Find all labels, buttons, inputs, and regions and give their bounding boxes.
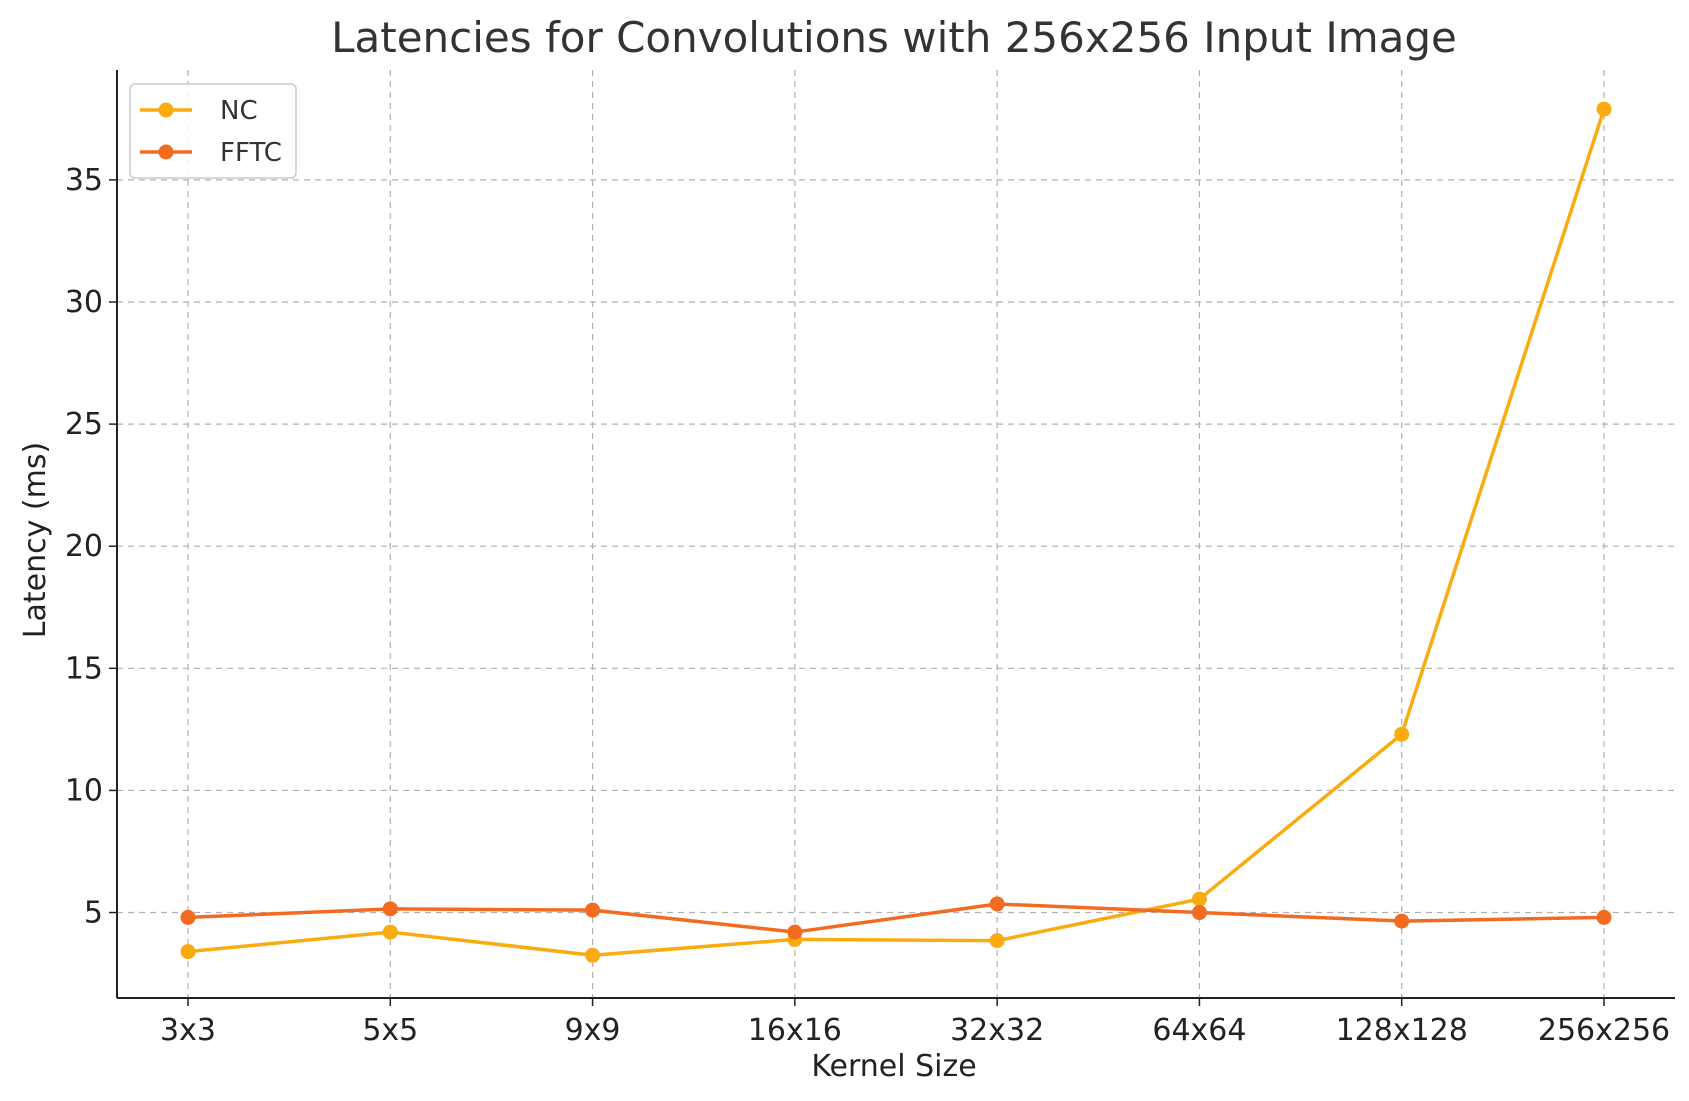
y-tick-label: 10 xyxy=(65,773,103,808)
x-tick-label: 16x16 xyxy=(748,1013,842,1048)
x-tick-label: 256x256 xyxy=(1538,1013,1670,1048)
series-line-fftc xyxy=(187,902,1605,934)
y-tick-label: 5 xyxy=(84,896,103,931)
legend-label-fftc: FFTC xyxy=(220,138,282,168)
data-point-fftc xyxy=(180,909,196,925)
y-tick-label: 15 xyxy=(65,651,103,686)
y-tick-label: 35 xyxy=(65,163,103,198)
x-tick-label: 3x3 xyxy=(160,1013,216,1048)
chart-title: Latencies for Convolutions with 256x256 … xyxy=(331,13,1457,62)
data-point-nc xyxy=(989,933,1005,949)
data-point-fftc xyxy=(1596,909,1612,925)
x-tick-label: 64x64 xyxy=(1152,1013,1246,1048)
x-tick-label: 5x5 xyxy=(362,1013,418,1048)
y-axis-label: Latency (ms) xyxy=(18,442,53,638)
axes xyxy=(109,70,1675,1006)
data-point-fftc xyxy=(585,902,601,918)
data-point-fftc xyxy=(1394,913,1410,929)
y-tick-label: 30 xyxy=(65,285,103,320)
data-point-nc xyxy=(1394,726,1410,742)
data-point-fftc xyxy=(989,896,1005,912)
data-point-nc xyxy=(382,924,398,940)
data-point-fftc xyxy=(1191,905,1207,921)
grid xyxy=(117,70,1675,998)
series-line-nc xyxy=(187,108,1606,958)
legend-marker-fftc xyxy=(158,144,174,160)
data-point-nc xyxy=(1191,891,1207,907)
x-tick-label: 9x9 xyxy=(565,1013,621,1048)
data-point-fftc xyxy=(787,924,803,940)
x-axis-label: Kernel Size xyxy=(811,1049,976,1084)
legend: NC FFTC xyxy=(129,83,297,179)
tick-labels: 3x3 5x5 9x9 16x16 32x32 64x64 128x128 256x256 5 1… xyxy=(65,163,1670,1048)
legend-label-nc: NC xyxy=(220,96,258,126)
x-tick-label: 32x32 xyxy=(950,1013,1044,1048)
y-tick-label: 20 xyxy=(65,529,103,564)
data-point-fftc xyxy=(382,901,398,917)
data-point-nc xyxy=(585,947,601,963)
data-point-nc xyxy=(180,944,196,960)
data-point-nc xyxy=(1596,101,1612,117)
series-layer xyxy=(180,101,1612,963)
x-tick-label: 128x128 xyxy=(1336,1013,1468,1048)
legend-marker-nc xyxy=(158,102,174,118)
y-tick-label: 25 xyxy=(65,407,103,442)
